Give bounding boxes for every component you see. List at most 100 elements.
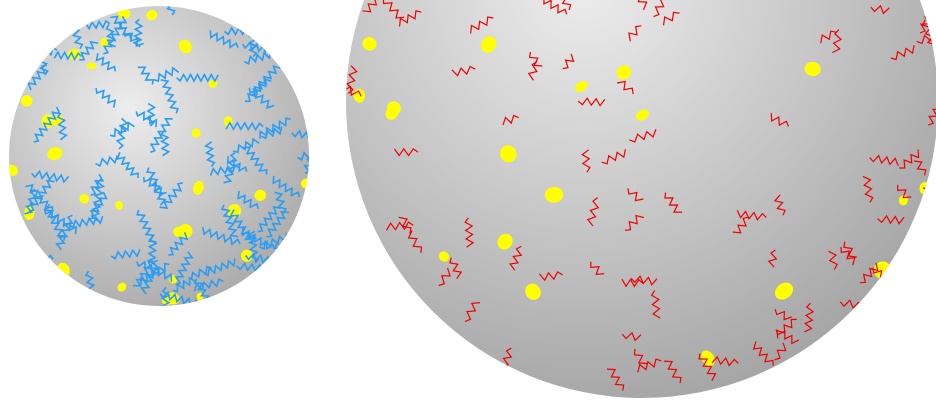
small-sphere-strand [24, 188, 38, 215]
small-sphere-strand [160, 79, 179, 114]
large-sphere-strand [399, 10, 422, 27]
small-sphere-strand [225, 121, 264, 132]
small-sphere-strand [56, 112, 68, 141]
large-sphere-strand [828, 250, 838, 270]
small-sphere-strand [140, 259, 160, 295]
small-sphere-strand [176, 72, 220, 83]
large-sphere-strand [449, 257, 463, 280]
large-sphere-strand [862, 175, 874, 203]
small-sphere-dot [193, 180, 204, 195]
large-sphere-strand [839, 299, 860, 309]
large-sphere-strand [590, 261, 605, 275]
large-sphere-strand [843, 241, 857, 258]
small-sphere-dot [21, 95, 33, 107]
small-sphere-dot [47, 147, 63, 161]
small-sphere-strand [237, 191, 259, 209]
large-sphere-strand [776, 318, 797, 339]
small-sphere-strand [274, 243, 295, 276]
small-sphere-strand [229, 209, 254, 244]
large-sphere-strand [662, 11, 680, 26]
small-sphere-strand [95, 87, 117, 108]
small-sphere-strand [53, 50, 83, 62]
large-sphere-strand [601, 149, 626, 165]
large-sphere-strand [464, 302, 481, 323]
small-sphere-dot [67, 49, 81, 60]
small-sphere-strand [136, 260, 173, 282]
small-sphere-strand [172, 276, 197, 293]
large-sphere-strand [637, 358, 662, 373]
small-sphere-dot [254, 189, 266, 201]
large-sphere-strand [890, 45, 915, 61]
small-sphere-strand [95, 53, 116, 72]
large-sphere-dot [481, 36, 497, 53]
large-sphere-strand [451, 65, 476, 77]
large-sphere-dot [804, 61, 821, 77]
small-sphere-strand [220, 204, 239, 238]
large-sphere-strand [624, 214, 645, 231]
small-sphere-strand [79, 40, 99, 61]
small-sphere-strand [168, 232, 189, 256]
small-sphere-strand [174, 251, 194, 286]
large-sphere-strand [877, 214, 905, 225]
large-sphere-strand [899, 149, 920, 169]
large-sphere-strand [770, 112, 790, 127]
small-sphere-strand [105, 23, 117, 48]
large-sphere-strand [470, 16, 494, 34]
large-sphere-dot [774, 282, 794, 300]
small-sphere-strand [43, 203, 67, 241]
large-sphere-strand [832, 29, 843, 54]
large-sphere-strand [859, 262, 879, 284]
small-sphere-strand [297, 145, 309, 161]
large-sphere-strand [581, 149, 591, 173]
small-sphere-strand [248, 87, 275, 109]
small-sphere-strand [90, 178, 105, 222]
large-sphere-strand [840, 246, 856, 266]
large-sphere-dot [387, 101, 401, 115]
large-sphere-strand [385, 221, 414, 231]
large-sphere-strand [438, 267, 451, 287]
small-sphere-strand [115, 117, 129, 150]
large-sphere-strand [586, 197, 600, 227]
large-sphere-strand [922, 19, 936, 46]
small-sphere-dot [115, 200, 123, 210]
small-sphere-strand [110, 248, 141, 260]
large-sphere-strand [820, 30, 837, 44]
large-sphere [346, 0, 936, 398]
small-sphere-strand [153, 66, 180, 83]
large-sphere-strand [897, 184, 912, 199]
large-sphere-dot [497, 233, 513, 250]
large-sphere-strand [629, 129, 657, 143]
large-sphere-strand [616, 80, 634, 95]
large-sphere-strand [773, 194, 786, 216]
large-sphere-strand [362, 0, 380, 13]
large-sphere-strand [502, 114, 519, 126]
large-sphere-strand [774, 309, 792, 321]
large-sphere-strand [393, 147, 419, 157]
small-sphere-strand [95, 155, 119, 168]
large-sphere-strand [577, 97, 606, 107]
large-sphere-strand [621, 331, 642, 342]
small-sphere-strand [204, 141, 216, 167]
small-sphere-strand [116, 151, 139, 179]
small-sphere-strand [244, 77, 272, 103]
large-sphere-strand [913, 160, 927, 176]
small-sphere-strand [145, 102, 157, 127]
large-sphere-strand [606, 368, 625, 391]
large-sphere-dots [353, 36, 930, 367]
small-sphere-strand [162, 6, 176, 16]
large-sphere-dot [362, 37, 377, 51]
small-sphere-strand [31, 169, 70, 184]
large-sphere-strand [621, 278, 644, 288]
large-sphere-strand [767, 249, 778, 268]
small-sphere-strand [190, 265, 212, 281]
small-sphere-strand [259, 117, 291, 139]
small-sphere-strand [274, 191, 287, 214]
small-sphere-strand [242, 146, 268, 175]
small-sphere-strand [149, 118, 173, 153]
large-sphere-strand [559, 0, 572, 11]
large-sphere-strand [752, 341, 774, 366]
large-sphere-strand [653, 0, 665, 18]
small-sphere-strand [260, 126, 283, 140]
small-sphere-strand [202, 226, 241, 246]
small-sphere-dot [146, 10, 158, 21]
